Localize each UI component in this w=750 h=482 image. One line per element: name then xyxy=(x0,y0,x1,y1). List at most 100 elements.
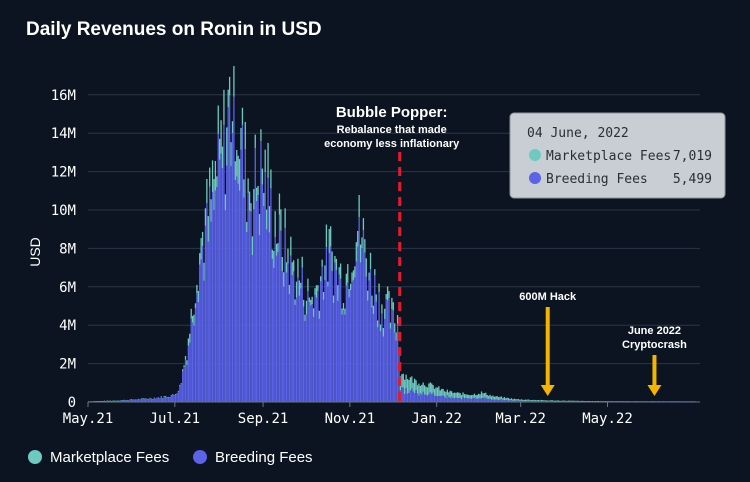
breeding-bar xyxy=(293,271,295,402)
y-tick-label: 6M xyxy=(59,280,76,296)
marketplace-bar xyxy=(297,258,299,278)
tooltip: 04 June, 2022 Marketplace Fees 7,019 Bre… xyxy=(509,112,726,199)
breeding-bar xyxy=(273,267,275,402)
breeding-bar xyxy=(302,306,305,402)
breeding-bar xyxy=(591,401,594,402)
breeding-bar xyxy=(510,400,513,402)
breeding-bar xyxy=(193,325,195,402)
breeding-bar xyxy=(258,235,261,402)
marketplace-bar xyxy=(183,365,185,368)
marketplace-bar xyxy=(567,400,570,402)
marketplace-bar xyxy=(382,327,384,337)
marketplace-bar xyxy=(475,395,477,399)
marketplace-bar xyxy=(556,400,558,402)
marketplace-bar xyxy=(401,374,403,388)
marketplace-bar xyxy=(587,401,589,402)
breeding-bar xyxy=(305,314,308,402)
marketplace-bar xyxy=(228,76,231,96)
marketplace-bar xyxy=(406,379,409,394)
breeding-bar xyxy=(130,399,133,402)
marketplace-bar xyxy=(452,392,454,399)
marketplace-bar xyxy=(273,250,275,268)
breeding-bar xyxy=(247,192,249,402)
breeding-bar xyxy=(475,398,477,402)
tooltip-breeding-label: Breeding Fees xyxy=(546,172,648,187)
breeding-bar xyxy=(344,314,346,402)
breeding-bar xyxy=(396,323,399,402)
breeding-bar xyxy=(489,398,491,402)
marketplace-bar xyxy=(500,396,503,399)
marketplace-bar xyxy=(492,395,494,400)
marketplace-bar xyxy=(549,400,551,402)
breeding-bar xyxy=(213,210,215,402)
marketplace-bar xyxy=(562,400,564,402)
breeding-bar xyxy=(244,149,246,402)
breeding-bar xyxy=(254,148,256,402)
breeding-bar xyxy=(476,398,478,402)
marketplace-bar xyxy=(305,300,308,315)
breeding-bar xyxy=(223,124,225,402)
marketplace-bar xyxy=(156,397,158,399)
breeding-bar xyxy=(240,149,242,402)
breeding-bar xyxy=(448,397,450,402)
breeding-bar xyxy=(214,190,217,402)
marketplace-bar xyxy=(200,238,202,260)
marketplace-bar xyxy=(435,387,437,397)
breeding-bar xyxy=(281,271,283,402)
marketplace-bar xyxy=(166,396,168,398)
breeding-bar xyxy=(268,232,271,402)
breeding-bar xyxy=(460,399,463,402)
breeding-bar xyxy=(411,388,413,402)
marketplace-bar xyxy=(550,400,552,402)
breeding-bar xyxy=(237,183,239,402)
breeding-bar xyxy=(542,400,544,402)
marketplace-bar xyxy=(416,385,419,394)
breeding-bar xyxy=(485,397,487,402)
breeding-bar xyxy=(351,281,353,402)
marketplace-bar xyxy=(507,398,510,401)
marketplace-bar xyxy=(227,89,229,107)
marketplace-bar xyxy=(341,308,343,315)
marketplace-bar xyxy=(300,282,302,289)
breeding-bar xyxy=(369,269,372,402)
breeding-bar xyxy=(379,331,382,402)
marketplace-bar xyxy=(265,209,268,230)
marketplace-bar xyxy=(515,399,517,401)
marketplace-bar xyxy=(219,138,221,160)
marketplace-bar xyxy=(361,237,363,249)
breeding-bar xyxy=(470,398,473,402)
legend-marketplace-label[interactable]: Marketplace Fees xyxy=(50,449,169,466)
breeding-bar xyxy=(492,399,494,402)
marketplace-bar xyxy=(193,314,195,326)
marketplace-bar xyxy=(378,283,380,293)
breeding-bar xyxy=(428,394,430,402)
marketplace-bar xyxy=(526,399,528,401)
marketplace-bar xyxy=(194,303,197,308)
breeding-bar xyxy=(310,305,312,402)
breeding-bar xyxy=(335,269,338,402)
marketplace-bar xyxy=(476,394,478,399)
breeding-bar xyxy=(191,322,194,402)
breeding-bar xyxy=(402,387,404,402)
breeding-bar xyxy=(465,398,467,402)
breeding-bar xyxy=(105,401,107,402)
marketplace-bar xyxy=(327,281,329,287)
marketplace-bar xyxy=(220,120,222,154)
breeding-bar xyxy=(142,398,144,402)
breeding-bar xyxy=(451,396,453,402)
legend-breeding-label[interactable]: Breeding Fees xyxy=(215,449,313,466)
marketplace-bar xyxy=(196,284,198,294)
breeding-bar xyxy=(260,140,262,402)
breeding-bar xyxy=(322,299,325,402)
breeding-bar xyxy=(449,398,451,402)
breeding-bar xyxy=(221,168,224,402)
marketplace-bar xyxy=(358,195,360,218)
breeding-bar xyxy=(341,314,343,402)
breeding-bar xyxy=(301,267,303,402)
marketplace-bar xyxy=(231,121,234,134)
tooltip-box xyxy=(509,112,726,199)
marketplace-bar xyxy=(439,390,441,396)
marketplace-bar xyxy=(317,285,319,291)
marketplace-bar xyxy=(489,394,491,399)
